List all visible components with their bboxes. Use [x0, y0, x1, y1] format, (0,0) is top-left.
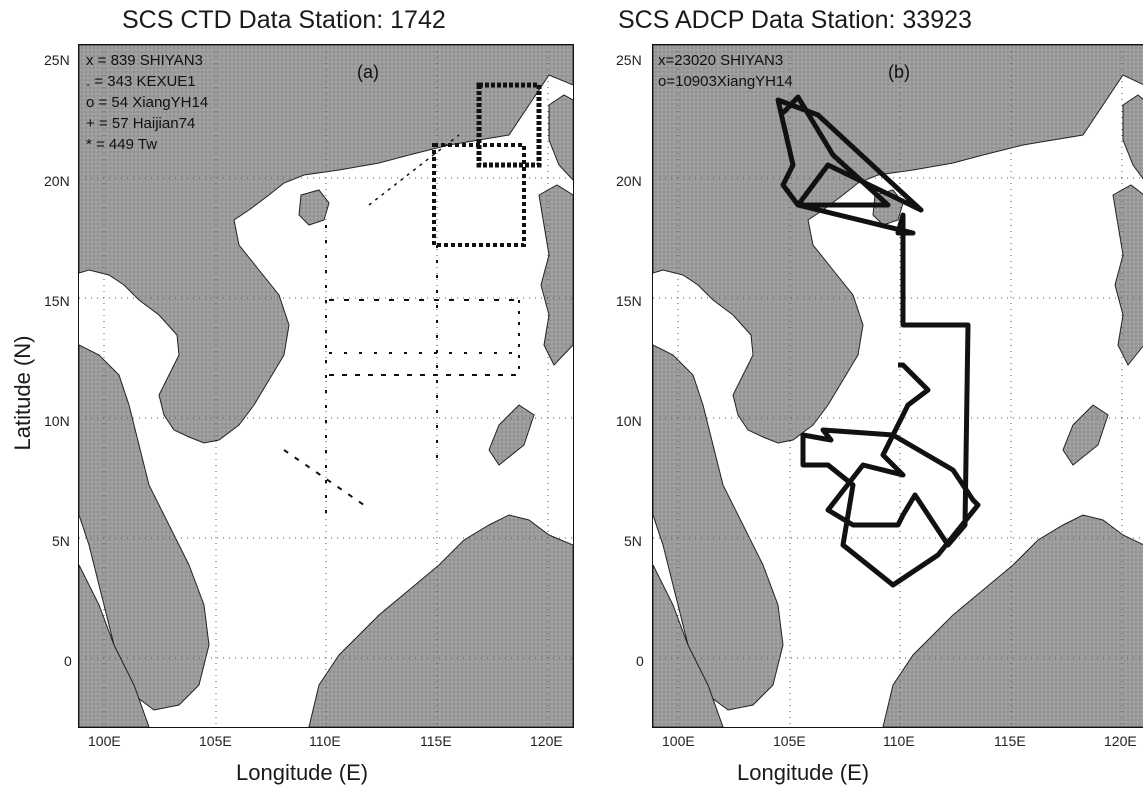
- legend-item-tw: * = 449 Tw: [86, 136, 158, 153]
- legend-item-kexue1: . = 343 KEXUE1: [86, 73, 196, 90]
- lon-tick-115e-a: 115E: [420, 733, 452, 749]
- lat-tick-0-a: 0: [64, 653, 72, 669]
- lat-tick-15n-a: 15N: [44, 293, 70, 309]
- lat-tick-15n-b: 15N: [616, 293, 642, 309]
- lon-tick-120e-b: 120E: [1104, 733, 1137, 749]
- lon-tick-105e-a: 105E: [199, 733, 232, 749]
- lon-tick-100e-b: 100E: [662, 733, 695, 749]
- x-axis-label-b: Longitude (E): [737, 760, 870, 785]
- legend-item-shiyan3: x = 839 SHIYAN3: [86, 52, 203, 69]
- lat-tick-20n-b: 20N: [616, 173, 642, 189]
- station-line-northwest: [368, 134, 460, 206]
- lon-tick-110e-b: 110E: [883, 733, 915, 749]
- lon-tick-105e-b: 105E: [773, 733, 806, 749]
- lat-tick-0-b: 0: [636, 653, 644, 669]
- legend-item-shiyan3: x=23020 SHIYAN3: [658, 52, 784, 69]
- map-b-svg: [653, 45, 1143, 727]
- panel-a-letter: (a): [357, 62, 379, 82]
- ctd-stations: [283, 82, 542, 525]
- lat-tick-25n-b: 25N: [616, 52, 642, 68]
- panel-b-title: SCS ADCP Data Station: 33923: [618, 6, 972, 34]
- lat-tick-5n-b: 5N: [624, 533, 642, 549]
- lon-tick-110e-a: 110E: [309, 733, 341, 749]
- x-axis-label-a: Longitude (E): [236, 760, 369, 785]
- station-line-southwest: [283, 449, 365, 506]
- legend-panel-b: x=23020 SHIYAN3 o=10903XiangYH14: [658, 50, 793, 92]
- legend-item-haijian74: + = 57 Haijian74: [86, 115, 196, 132]
- lat-tick-20n-a: 20N: [44, 173, 70, 189]
- y-axis-label: Latitude (N): [10, 335, 35, 451]
- station-rows-central: [325, 225, 520, 525]
- map-a-svg: [79, 45, 573, 727]
- lat-tick-10n-b: 10N: [616, 413, 642, 429]
- panel-b-letter: (b): [888, 62, 910, 82]
- lat-tick-10n-a: 10N: [44, 413, 70, 429]
- adcp-ship-track: [775, 94, 981, 588]
- legend-item-xiangyh14: o = 54 XiangYH14: [86, 94, 209, 111]
- lon-tick-115e-b: 115E: [994, 733, 1026, 749]
- map-panel-a: [78, 44, 574, 728]
- lon-tick-100e-a: 100E: [88, 733, 121, 749]
- station-grid-northeast: [432, 82, 542, 247]
- lat-tick-25n-a: 25N: [44, 52, 70, 68]
- legend-panel-a: x = 839 SHIYAN3 . = 343 KEXUE1 o = 54 Xi…: [86, 50, 208, 155]
- graticule: [79, 45, 573, 727]
- map-panel-b: [652, 44, 1143, 728]
- lon-tick-120e-a: 120E: [530, 733, 563, 749]
- lat-tick-5n-a: 5N: [52, 533, 70, 549]
- land-mass: [653, 45, 1143, 727]
- panel-a-title: SCS CTD Data Station: 1742: [122, 6, 446, 34]
- legend-item-xiangyh14: o=10903XiangYH14: [658, 73, 793, 90]
